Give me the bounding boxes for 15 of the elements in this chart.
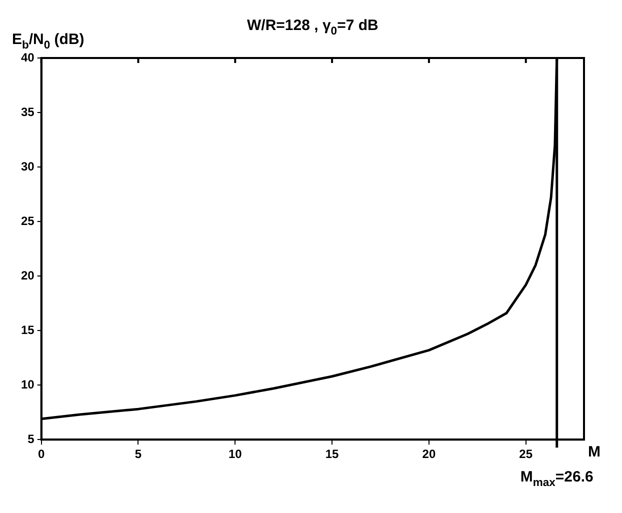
x-tick-label: 20 (422, 447, 436, 462)
x-tick-label: 10 (228, 447, 242, 462)
x-tick-label: 0 (38, 447, 46, 462)
y-tick-label: 10 (20, 377, 35, 392)
y-tick-label: 35 (20, 104, 35, 119)
y-tick-label: 30 (20, 159, 35, 174)
x-tick-label: 25 (519, 447, 533, 462)
x-axis-title: M (588, 444, 600, 461)
y-tick-label: 5 (28, 432, 35, 446)
y-tick-label: 25 (20, 214, 35, 228)
y-tick-label: 40 (20, 50, 35, 64)
x-tick-label: 15 (325, 447, 340, 462)
y-tick-label: 15 (20, 322, 35, 337)
x-tick-label: 5 (134, 447, 142, 462)
y-tick-label: 20 (20, 268, 35, 282)
